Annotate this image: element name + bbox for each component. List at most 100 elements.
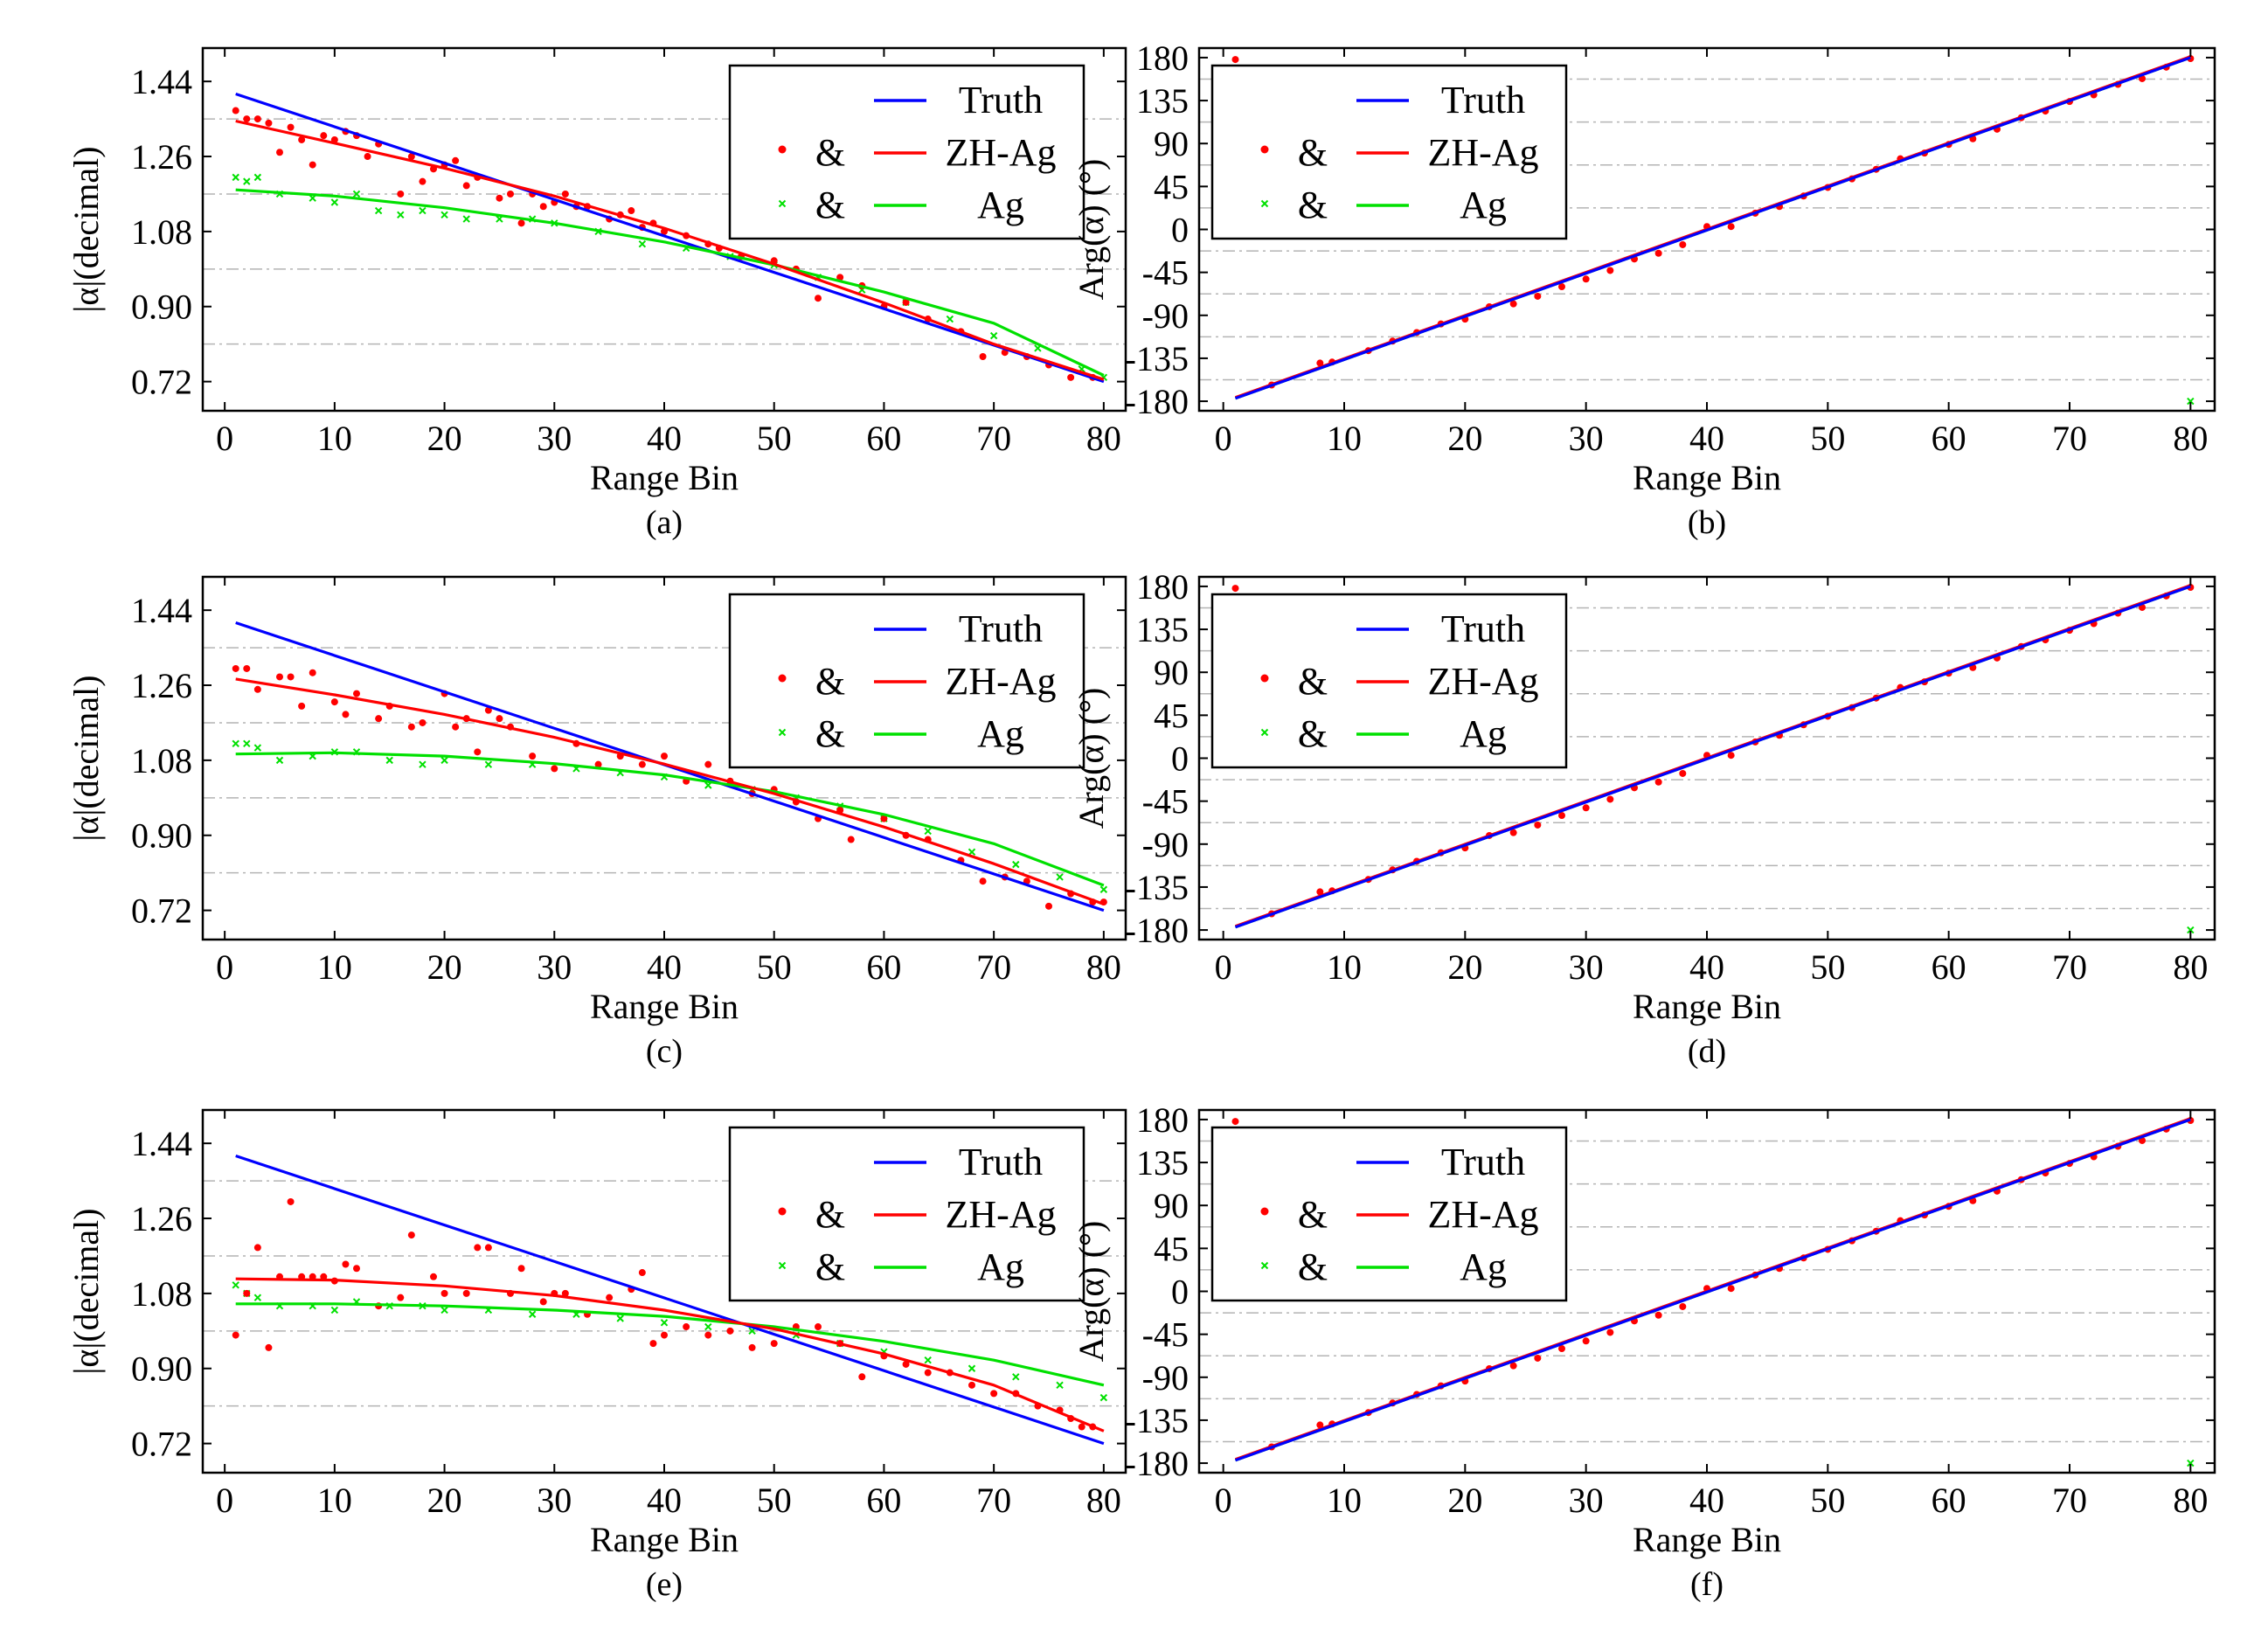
scatter-point-zh-ag	[320, 132, 328, 140]
scatter-point-zh-ag	[924, 1369, 932, 1377]
scatter-point-zh-ag	[858, 1373, 866, 1381]
scatter-point-zh-ag	[1231, 585, 1239, 593]
scatter-point-zh-ag	[539, 203, 547, 211]
scatter-point-zh-ag	[1727, 223, 1735, 231]
x-tick-label: 10	[1327, 419, 1362, 458]
y-tick-label: 180	[1136, 38, 1189, 78]
y-tick-label: 0	[1171, 1273, 1189, 1312]
scatter-point-zh-ag	[342, 1260, 350, 1268]
legend-ampersand: &	[1298, 1193, 1328, 1236]
scatter-point-zh-ag	[968, 1381, 975, 1389]
x-tick-label: 0	[216, 947, 233, 987]
scatter-point-zh-ag	[1534, 292, 1542, 300]
scatter-point-ag	[232, 1281, 239, 1289]
scatter-point-ag	[968, 848, 976, 857]
legend-marker-dot	[1260, 1207, 1269, 1216]
y-tick-label: 1.44	[131, 62, 192, 101]
scatter-point-zh-ag	[496, 194, 503, 202]
panel-caption: (a)	[646, 504, 683, 541]
y-tick-label: 0.72	[131, 891, 192, 931]
x-tick-label: 10	[1327, 1481, 1362, 1520]
legend: Truth & ZH-Ag & Ag	[1210, 593, 1568, 769]
x-tick-label: 80	[1086, 1481, 1121, 1520]
scatter-point-zh-ag	[353, 690, 360, 697]
scatter-point-ag	[968, 1364, 976, 1372]
y-tick-label: 1.08	[131, 741, 192, 780]
y-tick-label: -180	[1125, 911, 1189, 950]
legend-label: Ag	[1460, 712, 1507, 755]
scatter-point-ag	[1099, 885, 1108, 893]
scatter-point-ag	[1012, 860, 1020, 869]
legend-ampersand: &	[1298, 131, 1328, 174]
scatter-point-zh-ag	[232, 1331, 239, 1339]
scatter-point-zh-ag	[1509, 1362, 1517, 1370]
scatter-point-ag	[253, 173, 262, 182]
series-line-zh-ag	[235, 677, 1105, 906]
scatter-point-zh-ag	[276, 149, 283, 156]
scatter-point-zh-ag	[726, 1327, 734, 1335]
scatter-point-ag	[660, 1319, 669, 1327]
x-tick-label: 40	[1689, 947, 1724, 987]
y-axis-label: |α|(decimal)	[66, 675, 106, 841]
x-tick-label: 10	[317, 419, 352, 458]
panel-caption: (f)	[1690, 1566, 1724, 1603]
x-axis-label: Range Bin	[1633, 987, 1781, 1026]
data-layer	[232, 621, 1108, 912]
y-tick-label: 0.72	[131, 363, 192, 402]
scatter-point-ag	[397, 211, 405, 219]
x-tick-label: 80	[1086, 947, 1121, 987]
scatter-point-zh-ag	[539, 1298, 547, 1306]
scatter-point-zh-ag	[419, 718, 427, 726]
y-tick-label: 1.26	[131, 1199, 192, 1238]
panel-caption: (e)	[646, 1566, 683, 1603]
legend-label: ZH-Ag	[1427, 1193, 1538, 1236]
x-tick-label: 40	[647, 419, 682, 458]
data-layer	[232, 1154, 1108, 1446]
series-line-truth	[1234, 1118, 2191, 1462]
y-axis-label: |α|(decimal)	[66, 1208, 106, 1374]
scatter-point-zh-ag	[1558, 812, 1565, 820]
x-tick-label: 50	[1810, 1481, 1845, 1520]
scatter-point-ag	[419, 760, 427, 768]
x-tick-label: 20	[1447, 419, 1482, 458]
scatter-point-zh-ag	[298, 702, 306, 710]
legend-label: ZH-Ag	[945, 1193, 1056, 1236]
scatter-point-zh-ag	[462, 1289, 470, 1297]
x-tick-label: 70	[976, 947, 1011, 987]
legend-ampersand: &	[815, 1193, 845, 1236]
scatter-point-zh-ag	[1582, 1337, 1590, 1345]
series-line-truth	[1234, 585, 2191, 929]
chart-panel-d: 0 10 20 30 40 50 60 70 80-180-135-90-45045901351…	[1072, 567, 2216, 1070]
y-tick-label: -90	[1142, 296, 1189, 336]
x-tick-label: 70	[2052, 1481, 2087, 1520]
legend-label: Truth	[1441, 79, 1525, 121]
scatter-point-zh-ag	[1316, 1421, 1324, 1429]
legend-ampersand: &	[1298, 184, 1328, 226]
scatter-point-zh-ag	[1582, 804, 1590, 812]
scatter-point-ag	[440, 1306, 448, 1315]
y-tick-label: -180	[1125, 382, 1189, 421]
legend-marker-dot	[1260, 145, 1269, 154]
legend-label: Ag	[977, 1245, 1024, 1288]
scatter-point-ag	[385, 756, 393, 765]
scatter-point-zh-ag	[397, 190, 405, 198]
scatter-point-zh-ag	[1045, 902, 1052, 910]
legend-marker-cross	[778, 1261, 787, 1270]
scatter-point-zh-ag	[561, 1289, 569, 1297]
scatter-point-zh-ag	[462, 182, 470, 190]
y-tick-label: 45	[1154, 167, 1189, 206]
y-tick-label: 1.44	[131, 1124, 192, 1163]
x-tick-label: 80	[2173, 1481, 2208, 1520]
y-tick-label: -90	[1142, 825, 1189, 864]
scatter-point-zh-ag	[990, 1390, 998, 1398]
series-line-ag	[235, 751, 1105, 887]
scatter-point-zh-ag	[902, 1360, 910, 1368]
scatter-point-zh-ag	[517, 219, 525, 227]
scatter-point-zh-ag	[1558, 283, 1565, 291]
scatter-point-ag	[330, 198, 339, 206]
scatter-point-zh-ag	[1067, 373, 1075, 381]
scatter-point-ag	[989, 331, 998, 340]
legend-marker-cross	[1260, 1261, 1269, 1270]
scatter-point-ag	[484, 760, 493, 768]
legend-ampersand: &	[815, 184, 845, 226]
